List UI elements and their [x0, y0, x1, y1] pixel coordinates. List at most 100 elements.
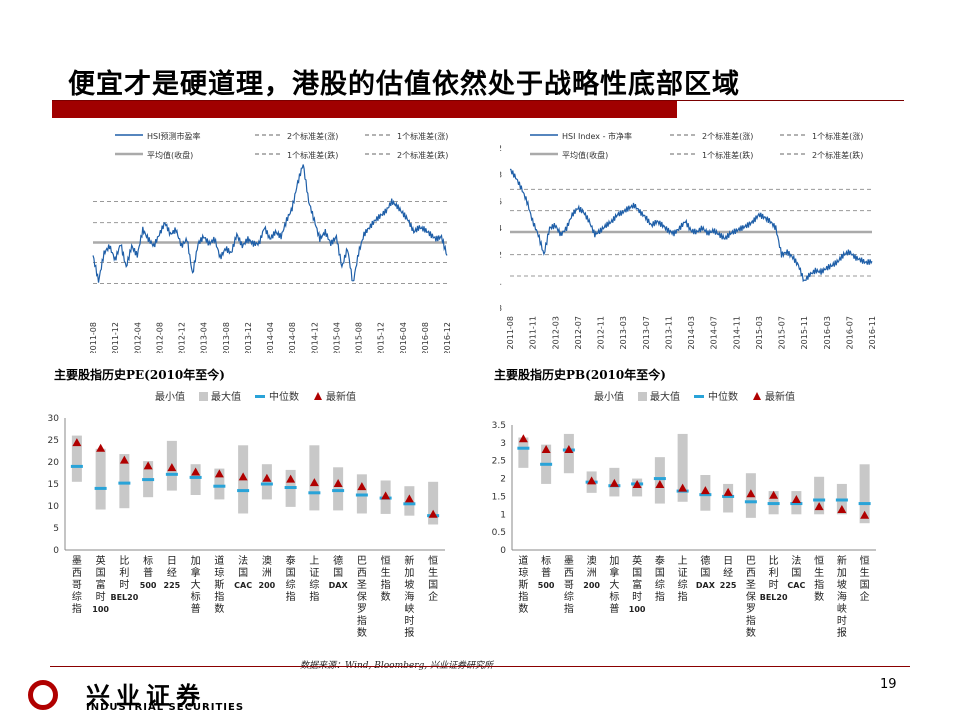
category-label-part: 指 — [564, 602, 574, 615]
category-label-part: 标 — [609, 591, 619, 603]
category-label-part: 巴 — [357, 555, 367, 567]
legend-label-latest: 最新值 — [765, 390, 795, 403]
category-label-part: 综 — [286, 578, 296, 591]
category-label: 日经 225 — [164, 556, 181, 590]
category-label-part: 恒 — [814, 554, 824, 567]
category-label: 泰国综指 — [655, 554, 665, 603]
range-bar — [859, 464, 870, 524]
category-label-part: DAX — [696, 581, 716, 590]
category-label-part: 报 — [837, 626, 847, 639]
hsi-pe-chart: HSI预测市盈率 2个标准差(涨) 1个标准差(涨) 平均值(收盘) 1个标准差(跌) 2… — [89, 131, 452, 353]
legend-label-latest: 最新值 — [326, 390, 356, 403]
title-divider — [52, 100, 904, 101]
category-label: 澳洲 200 — [583, 554, 600, 590]
category-label-part: 恒 — [860, 554, 870, 567]
category-label-part: 200 — [259, 581, 276, 590]
category-label-part: 德 — [700, 554, 710, 567]
median-marker — [790, 502, 803, 506]
x-tick-label: 2011-12 — [111, 322, 120, 353]
x-tick-label: 2016-12 — [443, 322, 452, 353]
x-tick-label: 2014-12 — [310, 322, 319, 353]
category-label-part: 英 — [96, 554, 106, 567]
category-label-part: 加 — [191, 555, 201, 567]
x-tick-label: 2014-07 — [710, 316, 719, 349]
latest-marker — [655, 480, 665, 488]
y-tick-label: 2 — [500, 475, 506, 485]
range-bar — [428, 481, 439, 525]
category-label-part: 综 — [309, 578, 319, 591]
category-label-part: DAX — [329, 581, 349, 590]
category-label-part: 西 — [72, 568, 82, 579]
x-tick-label: 2011-08 — [506, 316, 515, 349]
category-label: 澳洲 200 — [259, 554, 276, 590]
category-label-part: CAC — [234, 581, 252, 590]
x-tick-label: 2012-08 — [155, 322, 164, 353]
y-tick-label: 2 — [500, 144, 502, 153]
category-label-part: 比 — [119, 555, 129, 567]
category-label: 上证综指 — [309, 555, 319, 603]
category-label-part: 洲 — [587, 567, 597, 579]
category-label-part: 墨 — [72, 555, 82, 567]
category-label: 上证综指 — [678, 555, 688, 603]
latest-marker — [700, 486, 710, 495]
category-label-part: 恒 — [428, 554, 438, 567]
category-label-part: 200 — [583, 581, 600, 590]
x-tick-label: 2015-12 — [377, 322, 386, 353]
category-label-part: 海 — [404, 590, 414, 603]
x-tick-label: 2013-12 — [244, 322, 253, 353]
y-tick-label: 3 — [500, 439, 506, 449]
x-tick-label: 2015-11 — [800, 316, 809, 349]
category-label: 恒生国企 — [860, 554, 870, 603]
category-label-part: 国 — [632, 567, 642, 579]
y-tick-label: 30 — [48, 414, 60, 424]
x-tick-label: 2015-03 — [755, 316, 764, 349]
category-label-part: 加 — [609, 555, 619, 567]
x-tick-label: 2013-04 — [200, 322, 209, 353]
latest-marker — [860, 510, 870, 519]
category-label-part: 日 — [167, 556, 177, 567]
category-label-part: 指 — [381, 578, 391, 591]
category-label-part: 时 — [632, 591, 642, 603]
category-label-part: 225 — [720, 581, 737, 590]
category-label-part: 证 — [678, 567, 688, 579]
category-label-part: 普 — [143, 566, 153, 579]
category-label-part: 保 — [357, 590, 367, 603]
legend-label-min: 最小值 — [155, 390, 185, 403]
category-label-part: 英 — [632, 554, 642, 567]
median-marker — [540, 462, 553, 466]
category-label-part: 数 — [214, 602, 224, 615]
category-label-part: 上 — [678, 555, 688, 567]
category-label: 标普 500 — [538, 555, 555, 590]
category-label-part: 富 — [96, 578, 106, 591]
category-label-part: 数 — [518, 602, 528, 615]
category-label-part: 利 — [769, 567, 779, 579]
range-bar — [723, 483, 734, 513]
median-marker — [835, 498, 848, 502]
x-tick-label: 2013-11 — [664, 316, 673, 349]
x-tick-label: 2014-03 — [687, 316, 696, 349]
legend-label: HSI Index - 市净率 — [562, 131, 632, 141]
x-tick-label: 2014-08 — [288, 322, 297, 353]
category-label-part: 500 — [538, 581, 555, 590]
latest-marker — [837, 505, 847, 513]
x-tick-label: 2015-07 — [778, 316, 787, 349]
median-marker — [213, 484, 226, 488]
legend-label: 1个标准差(涨) — [397, 131, 448, 141]
median-marker — [165, 472, 178, 476]
category-label: 墨西哥综指 — [564, 555, 574, 615]
x-tick-label: 2015-04 — [332, 322, 341, 353]
category-label-part: 拿 — [191, 566, 201, 579]
latest-marker — [814, 502, 824, 511]
category-label: 法国 CAC — [234, 554, 252, 590]
category-label: 道琼斯指数 — [214, 554, 224, 615]
legend-swatch-median — [694, 395, 704, 398]
latest-marker — [564, 445, 574, 453]
legend-label: 平均值(收盘) — [147, 150, 193, 160]
range-bar — [333, 467, 344, 511]
latest-marker — [238, 472, 248, 481]
y-tick-label: 25 — [48, 436, 59, 446]
category-label-part: 指 — [309, 590, 319, 603]
latest-marker — [541, 445, 551, 453]
latest-marker — [143, 461, 153, 470]
y-tick-label: 10 — [48, 502, 60, 512]
